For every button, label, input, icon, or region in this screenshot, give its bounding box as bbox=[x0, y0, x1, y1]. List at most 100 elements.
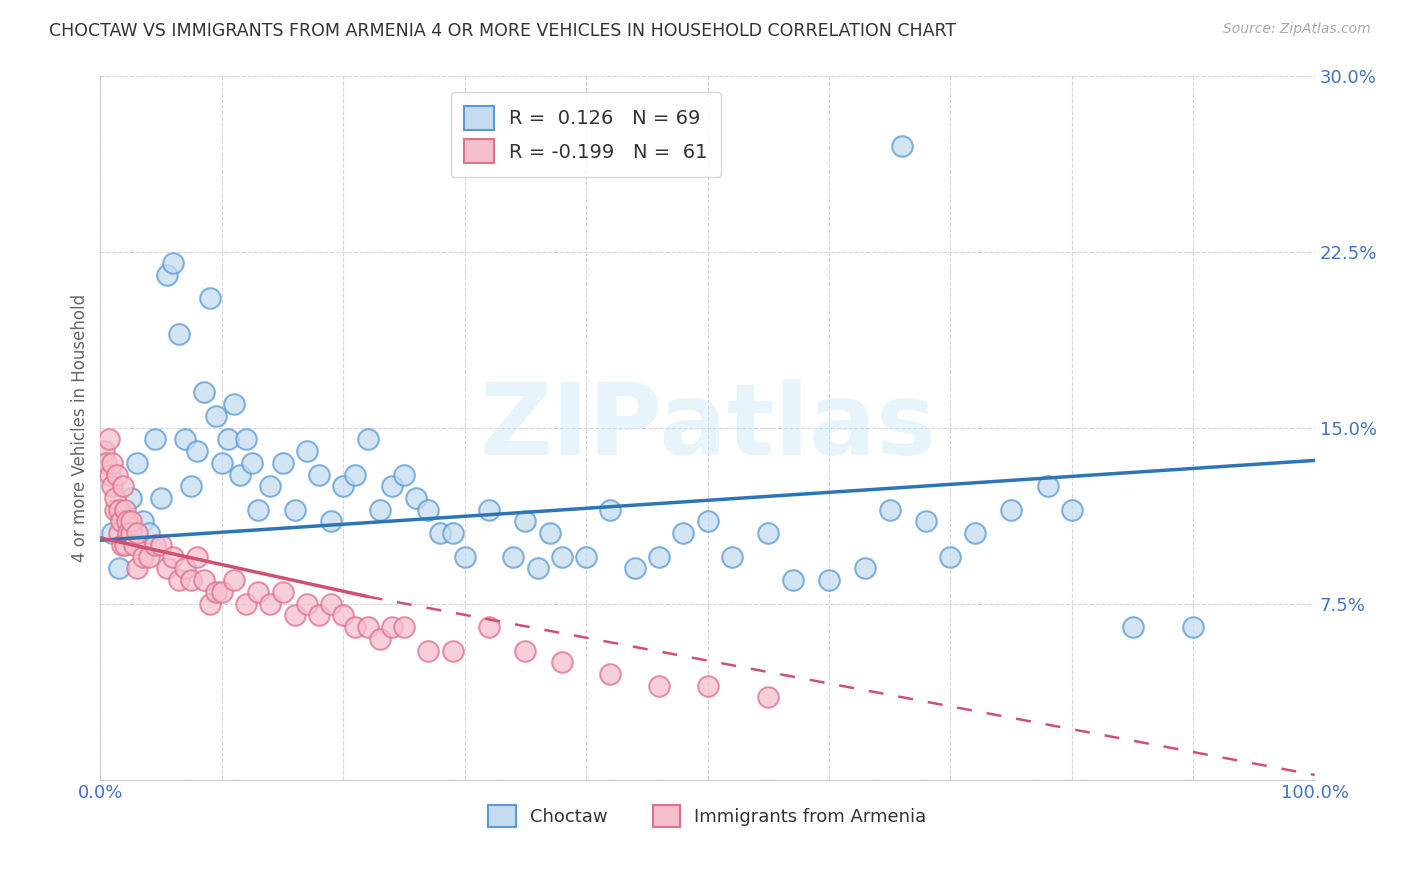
Point bbox=[672, 526, 695, 541]
Point bbox=[515, 643, 537, 657]
Point bbox=[150, 491, 173, 505]
Point bbox=[120, 491, 142, 505]
Point bbox=[308, 467, 330, 482]
Point bbox=[107, 561, 129, 575]
Point bbox=[1000, 502, 1022, 516]
Point bbox=[204, 585, 226, 599]
Point bbox=[259, 597, 281, 611]
Point bbox=[174, 432, 197, 446]
Point bbox=[515, 515, 537, 529]
Point bbox=[284, 608, 307, 623]
Point bbox=[284, 502, 307, 516]
Point bbox=[150, 538, 173, 552]
Point bbox=[156, 268, 179, 282]
Point bbox=[648, 549, 671, 564]
Point bbox=[120, 515, 142, 529]
Point bbox=[538, 526, 561, 541]
Point bbox=[162, 256, 184, 270]
Point bbox=[186, 549, 208, 564]
Point bbox=[381, 479, 404, 493]
Point bbox=[429, 526, 451, 541]
Point bbox=[890, 139, 912, 153]
Point bbox=[125, 561, 148, 575]
Point bbox=[782, 573, 804, 587]
Point bbox=[453, 549, 475, 564]
Point bbox=[623, 561, 645, 575]
Point bbox=[551, 549, 574, 564]
Point bbox=[392, 467, 415, 482]
Point bbox=[93, 444, 115, 458]
Point bbox=[138, 526, 160, 541]
Point bbox=[319, 597, 342, 611]
Point bbox=[204, 409, 226, 423]
Point bbox=[648, 679, 671, 693]
Point bbox=[344, 467, 367, 482]
Point bbox=[193, 573, 215, 587]
Point bbox=[356, 432, 378, 446]
Point bbox=[107, 502, 129, 516]
Point bbox=[114, 538, 136, 552]
Point bbox=[143, 432, 166, 446]
Point bbox=[240, 456, 263, 470]
Point bbox=[111, 538, 134, 552]
Point bbox=[114, 502, 136, 516]
Point bbox=[104, 502, 127, 516]
Point bbox=[295, 444, 318, 458]
Point bbox=[478, 620, 501, 634]
Point bbox=[125, 526, 148, 541]
Point bbox=[229, 467, 252, 482]
Y-axis label: 4 or more Vehicles in Household: 4 or more Vehicles in Household bbox=[72, 293, 89, 562]
Point bbox=[963, 526, 986, 541]
Point bbox=[332, 479, 354, 493]
Point bbox=[319, 515, 342, 529]
Point bbox=[132, 549, 155, 564]
Point bbox=[1122, 620, 1144, 634]
Point bbox=[98, 467, 121, 482]
Point bbox=[222, 397, 245, 411]
Point bbox=[112, 479, 135, 493]
Point bbox=[124, 538, 146, 552]
Point bbox=[174, 561, 197, 575]
Point bbox=[599, 667, 621, 681]
Point bbox=[97, 432, 120, 446]
Point bbox=[418, 643, 440, 657]
Point bbox=[235, 432, 257, 446]
Point bbox=[392, 620, 415, 634]
Point bbox=[114, 515, 136, 529]
Legend: Choctaw, Immigrants from Armenia: Choctaw, Immigrants from Armenia bbox=[481, 797, 934, 834]
Point bbox=[162, 549, 184, 564]
Text: Source: ZipAtlas.com: Source: ZipAtlas.com bbox=[1223, 22, 1371, 37]
Point bbox=[502, 549, 524, 564]
Point bbox=[235, 597, 257, 611]
Point bbox=[405, 491, 427, 505]
Point bbox=[418, 502, 440, 516]
Point bbox=[879, 502, 901, 516]
Point bbox=[186, 444, 208, 458]
Point bbox=[143, 538, 166, 552]
Point bbox=[271, 585, 294, 599]
Point bbox=[247, 502, 270, 516]
Point bbox=[193, 385, 215, 400]
Point bbox=[308, 608, 330, 623]
Point bbox=[855, 561, 877, 575]
Point bbox=[526, 561, 548, 575]
Point bbox=[101, 456, 124, 470]
Point bbox=[756, 690, 779, 705]
Point bbox=[381, 620, 404, 634]
Point bbox=[110, 515, 132, 529]
Point bbox=[344, 620, 367, 634]
Point bbox=[104, 491, 127, 505]
Point bbox=[332, 608, 354, 623]
Point bbox=[198, 292, 221, 306]
Point bbox=[575, 549, 598, 564]
Point bbox=[1182, 620, 1205, 634]
Point bbox=[720, 549, 742, 564]
Point bbox=[1036, 479, 1059, 493]
Point bbox=[101, 526, 124, 541]
Point bbox=[478, 502, 501, 516]
Point bbox=[217, 432, 239, 446]
Point bbox=[271, 456, 294, 470]
Point bbox=[156, 561, 179, 575]
Point bbox=[180, 573, 202, 587]
Point bbox=[169, 326, 191, 341]
